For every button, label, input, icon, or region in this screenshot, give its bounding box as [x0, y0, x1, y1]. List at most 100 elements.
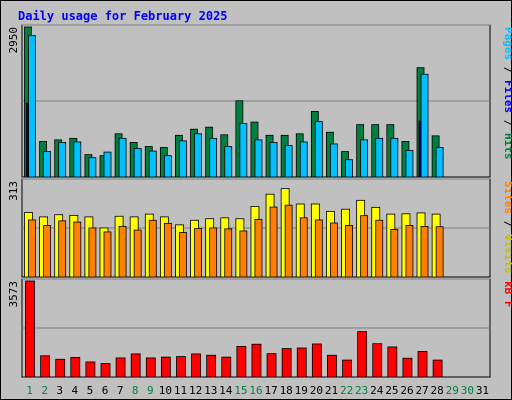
x-tick-label-26: 26: [400, 384, 413, 397]
kbf-bar-5: [85, 361, 96, 378]
x-tick-label-14: 14: [219, 384, 233, 397]
files-bar-20-body: [314, 121, 323, 178]
pages-bar-27-body: [418, 120, 422, 178]
kbf-bar-7: [115, 357, 126, 378]
sites-bar-18-body: [284, 204, 293, 278]
files-bar-4-body: [73, 141, 82, 178]
kbf-bar-18-body: [281, 348, 292, 378]
chart-title: Daily usage for February 2025: [18, 9, 228, 23]
files-bar-24-body: [375, 137, 384, 178]
sites-bar-8: [133, 229, 142, 278]
sites-bar-18: [284, 204, 293, 278]
pages-bar-1-body: [26, 102, 29, 178]
legend-entry-visits: Visits: [502, 234, 512, 274]
x-tick-label-27: 27: [415, 384, 428, 397]
kbf-bar-27: [417, 351, 428, 378]
x-tick-label-23: 23: [355, 384, 368, 397]
kbf-bar-3: [55, 358, 66, 378]
files-bar-6-body: [103, 151, 112, 178]
legend-entry-kb-f: kB F: [502, 281, 512, 308]
kbf-bar-1-body: [25, 280, 35, 378]
sites-bar-27-body: [420, 225, 429, 278]
kbf-bar-14: [221, 356, 232, 378]
x-tick-label-20: 20: [310, 384, 323, 397]
sites-bar-28-body: [435, 226, 444, 278]
x-tick-label-10: 10: [159, 384, 172, 397]
files-bar-27: [420, 73, 429, 178]
files-bar-22-body: [345, 159, 353, 178]
files-bar-17-body: [269, 142, 278, 178]
x-tick-label-22: 22: [340, 384, 353, 397]
sites-bar-13: [209, 227, 218, 278]
sites-bar-11: [179, 232, 187, 278]
files-bar-20: [314, 121, 323, 178]
files-bar-19-body: [299, 141, 308, 178]
legend-entry-pages: Pages: [502, 27, 512, 60]
kbf-bar-15: [236, 345, 247, 378]
files-bar-17: [269, 142, 278, 178]
x-tick-label-29: 29: [446, 384, 459, 397]
files-bar-14: [224, 146, 233, 178]
files-bar-14-body: [224, 146, 233, 178]
files-bar-2-body: [43, 151, 51, 178]
panel-2-ymax-label: 3573: [7, 281, 20, 308]
sites-bar-16: [254, 218, 263, 278]
kbf-bar-24-body: [372, 343, 383, 378]
files-bar-7: [118, 137, 127, 178]
x-tick-label-12: 12: [189, 384, 202, 397]
kbf-bar-25: [387, 346, 398, 378]
kbf-bar-28-body: [432, 359, 443, 378]
sites-bar-23: [360, 215, 369, 278]
files-bar-4: [73, 141, 82, 178]
sites-bar-10-body: [163, 222, 172, 278]
files-bar-6: [103, 151, 112, 178]
sites-bar-5-body: [88, 227, 97, 278]
sites-bar-25-body: [390, 229, 399, 278]
files-bar-13: [209, 137, 218, 178]
panel-0-ymax-label: 2950: [7, 27, 20, 54]
kbf-bar-4-body: [70, 356, 81, 378]
files-bar-15-body: [239, 123, 248, 178]
kbf-bar-28: [432, 359, 443, 378]
sites-bar-1-body: [28, 219, 36, 278]
x-tick-label-3: 3: [56, 384, 63, 397]
kbf-bar-26-body: [402, 357, 413, 378]
x-tick-label-24: 24: [370, 384, 384, 397]
x-tick-label-7: 7: [117, 384, 124, 397]
files-bar-1: [28, 35, 36, 178]
kbf-bar-23-body: [357, 331, 368, 378]
kbf-bar-16-body: [251, 343, 262, 378]
files-bar-16-body: [254, 139, 263, 178]
sites-bar-24: [375, 219, 384, 278]
kbf-bar-2-body: [40, 355, 50, 378]
sites-bar-24-body: [375, 219, 384, 278]
kbf-bar-23: [357, 331, 368, 378]
files-bar-16: [254, 139, 263, 178]
kbf-bar-24: [372, 343, 383, 378]
sites-bar-26: [405, 225, 414, 278]
kbf-bar-14-body: [221, 356, 232, 378]
sites-bar-15-body: [239, 230, 248, 278]
legend-separator: /: [502, 113, 512, 133]
x-tick-label-5: 5: [87, 384, 94, 397]
files-bar-21-body: [330, 143, 338, 178]
legend-separator: /: [502, 214, 512, 234]
sites-bar-7: [118, 225, 127, 278]
x-tick-label-2: 2: [41, 384, 48, 397]
files-bar-22: [345, 159, 353, 178]
x-tick-label-21: 21: [325, 384, 338, 397]
files-bar-3: [58, 142, 67, 178]
x-tick-label-15: 15: [234, 384, 247, 397]
panel-0-legend: Pages / Files / Hits: [502, 27, 512, 160]
sites-bar-13-body: [209, 227, 218, 278]
panel-2-legend: kB F: [502, 281, 512, 308]
files-bar-28-body: [435, 147, 444, 178]
kbf-bar-8-body: [130, 353, 141, 378]
kbf-bar-6-body: [100, 363, 111, 378]
kbf-bar-13-body: [206, 354, 217, 378]
kbf-bar-8: [130, 353, 141, 378]
sites-bar-11-body: [179, 232, 187, 278]
kbf-bar-15-body: [236, 345, 247, 378]
files-bar-2: [43, 151, 51, 178]
sites-bar-12: [194, 228, 202, 278]
